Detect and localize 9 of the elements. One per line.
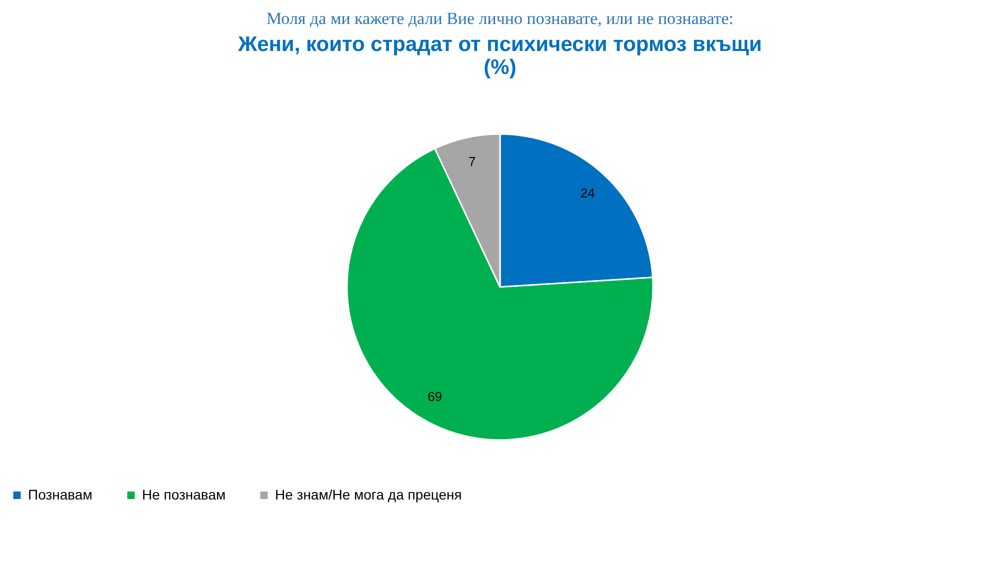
legend-label: Не знам/Не мога да преценя — [275, 486, 462, 502]
text: (%) — [484, 56, 516, 79]
chart-subtitle: Жени, които страдат от психически тормоз вкъщи — [237, 33, 762, 56]
data-label: 7 — [468, 154, 476, 170]
chart-title: Моля да ми кажете дали Вие лично познавате, или не познавате: — [266, 9, 734, 28]
legend-label: Познавам — [28, 486, 92, 502]
legend-label: Не познавам — [142, 486, 226, 502]
data-label: 24 — [580, 186, 595, 201]
data-label: 69 — [428, 389, 442, 404]
